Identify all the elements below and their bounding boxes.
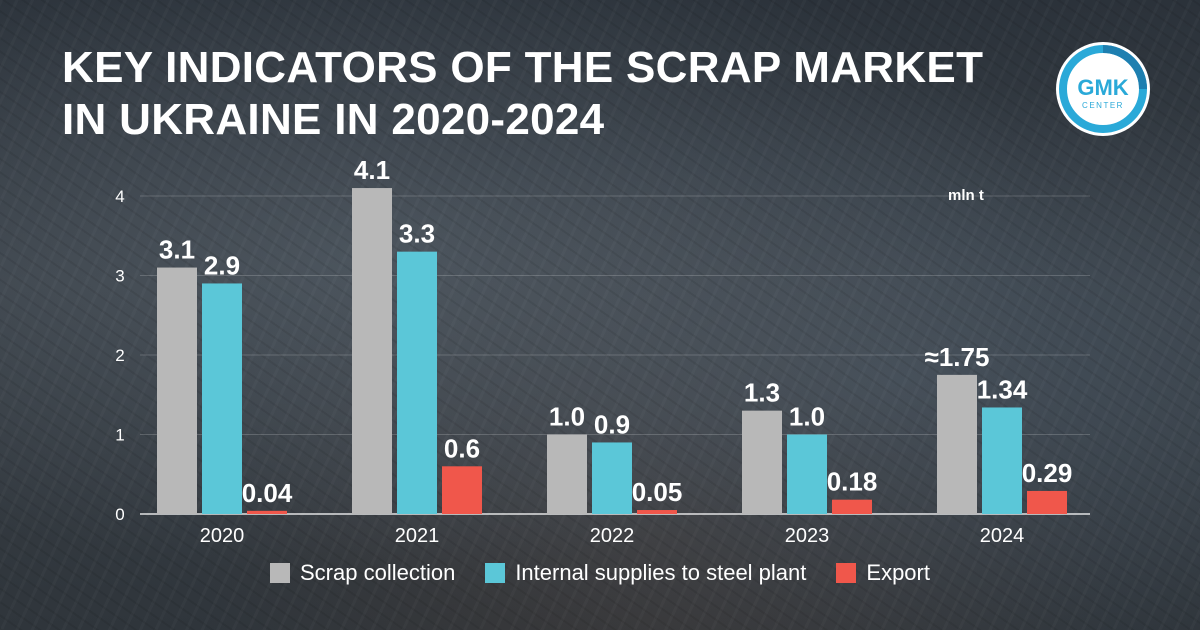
- bar-scrap-collection-2021: [352, 188, 392, 515]
- legend-swatch-export: [836, 563, 857, 583]
- bar-export-2023: [832, 499, 872, 514]
- bar-scrap-collection-2022: [547, 434, 587, 514]
- bar-export-2024: [1027, 490, 1067, 514]
- legend-label-scrap-collection: Scrap collection: [300, 560, 456, 585]
- data-label-scrap-collection-2023: 1.3: [744, 378, 780, 408]
- y-tick-label-2: 2: [115, 346, 124, 365]
- bar-scrap-collection-2024: [937, 374, 977, 514]
- title-line-2: IN UKRAINE IN 2020-2024: [62, 95, 605, 144]
- legend-item-scrap-collection: Scrap collection: [270, 560, 455, 586]
- data-label-export-2023: 0.18: [827, 467, 878, 497]
- data-label-export-2021: 0.6: [444, 433, 480, 463]
- bar-internal-supplies-2024: [982, 407, 1022, 514]
- data-label-export-2024: 0.29: [1022, 458, 1073, 488]
- legend-swatch-internal-supplies: [485, 563, 506, 583]
- legend-label-export: Export: [866, 560, 930, 585]
- x-tick-label-2021: 2021: [395, 525, 440, 547]
- gmk-center-logo: GMK CENTER: [1056, 42, 1150, 136]
- y-tick-label-3: 3: [115, 267, 124, 286]
- bar-internal-supplies-2020: [202, 283, 242, 514]
- x-tick-label-2020: 2020: [200, 525, 245, 547]
- x-tick-label-2022: 2022: [590, 525, 635, 547]
- data-label-internal-supplies-2021: 3.3: [399, 219, 435, 249]
- legend-item-export: Export: [836, 560, 930, 586]
- bar-export-2021: [442, 466, 482, 514]
- title-line-1: KEY INDICATORS OF THE SCRAP MARKET: [62, 43, 984, 92]
- bar-scrap-collection-2020: [157, 267, 197, 514]
- data-label-export-2022: 0.05: [632, 477, 683, 507]
- data-label-scrap-collection-2020: 3.1: [159, 235, 195, 265]
- x-tick-label-2023: 2023: [785, 525, 830, 547]
- data-label-internal-supplies-2023: 1.0: [789, 402, 825, 432]
- legend-label-internal-supplies: Internal supplies to steel plant: [515, 560, 807, 585]
- y-tick-label-0: 0: [115, 505, 124, 524]
- data-label-scrap-collection-2022: 1.0: [549, 402, 585, 432]
- chart-title: KEY INDICATORS OF THE SCRAP MARKET IN UK…: [62, 42, 1022, 146]
- bar-internal-supplies-2022: [592, 442, 632, 514]
- data-label-internal-supplies-2020: 2.9: [204, 250, 240, 280]
- bar-export-2020: [247, 510, 287, 514]
- x-tick-label-2024: 2024: [980, 525, 1025, 547]
- bar-export-2022: [637, 510, 677, 514]
- bar-internal-supplies-2021: [397, 251, 437, 514]
- data-label-scrap-collection-2024: ≈1.75: [925, 342, 990, 372]
- data-label-export-2020: 0.04: [242, 478, 293, 508]
- data-label-scrap-collection-2021: 4.1: [354, 155, 390, 185]
- data-label-internal-supplies-2022: 0.9: [594, 409, 630, 439]
- unit-label: mln t: [948, 187, 984, 204]
- bar-scrap-collection-2023: [742, 410, 782, 514]
- data-label-internal-supplies-2024: 1.34: [977, 374, 1028, 404]
- legend: Scrap collection Internal supplies to ste…: [0, 560, 1200, 586]
- y-tick-label-1: 1: [115, 426, 124, 445]
- legend-item-internal-supplies: Internal supplies to steel plant: [485, 560, 806, 586]
- logo-text-top: GMK: [1077, 75, 1128, 100]
- bar-internal-supplies-2023: [787, 434, 827, 514]
- legend-swatch-scrap-collection: [270, 563, 290, 583]
- logo-text-bottom: CENTER: [1082, 101, 1124, 110]
- y-tick-label-4: 4: [115, 187, 124, 206]
